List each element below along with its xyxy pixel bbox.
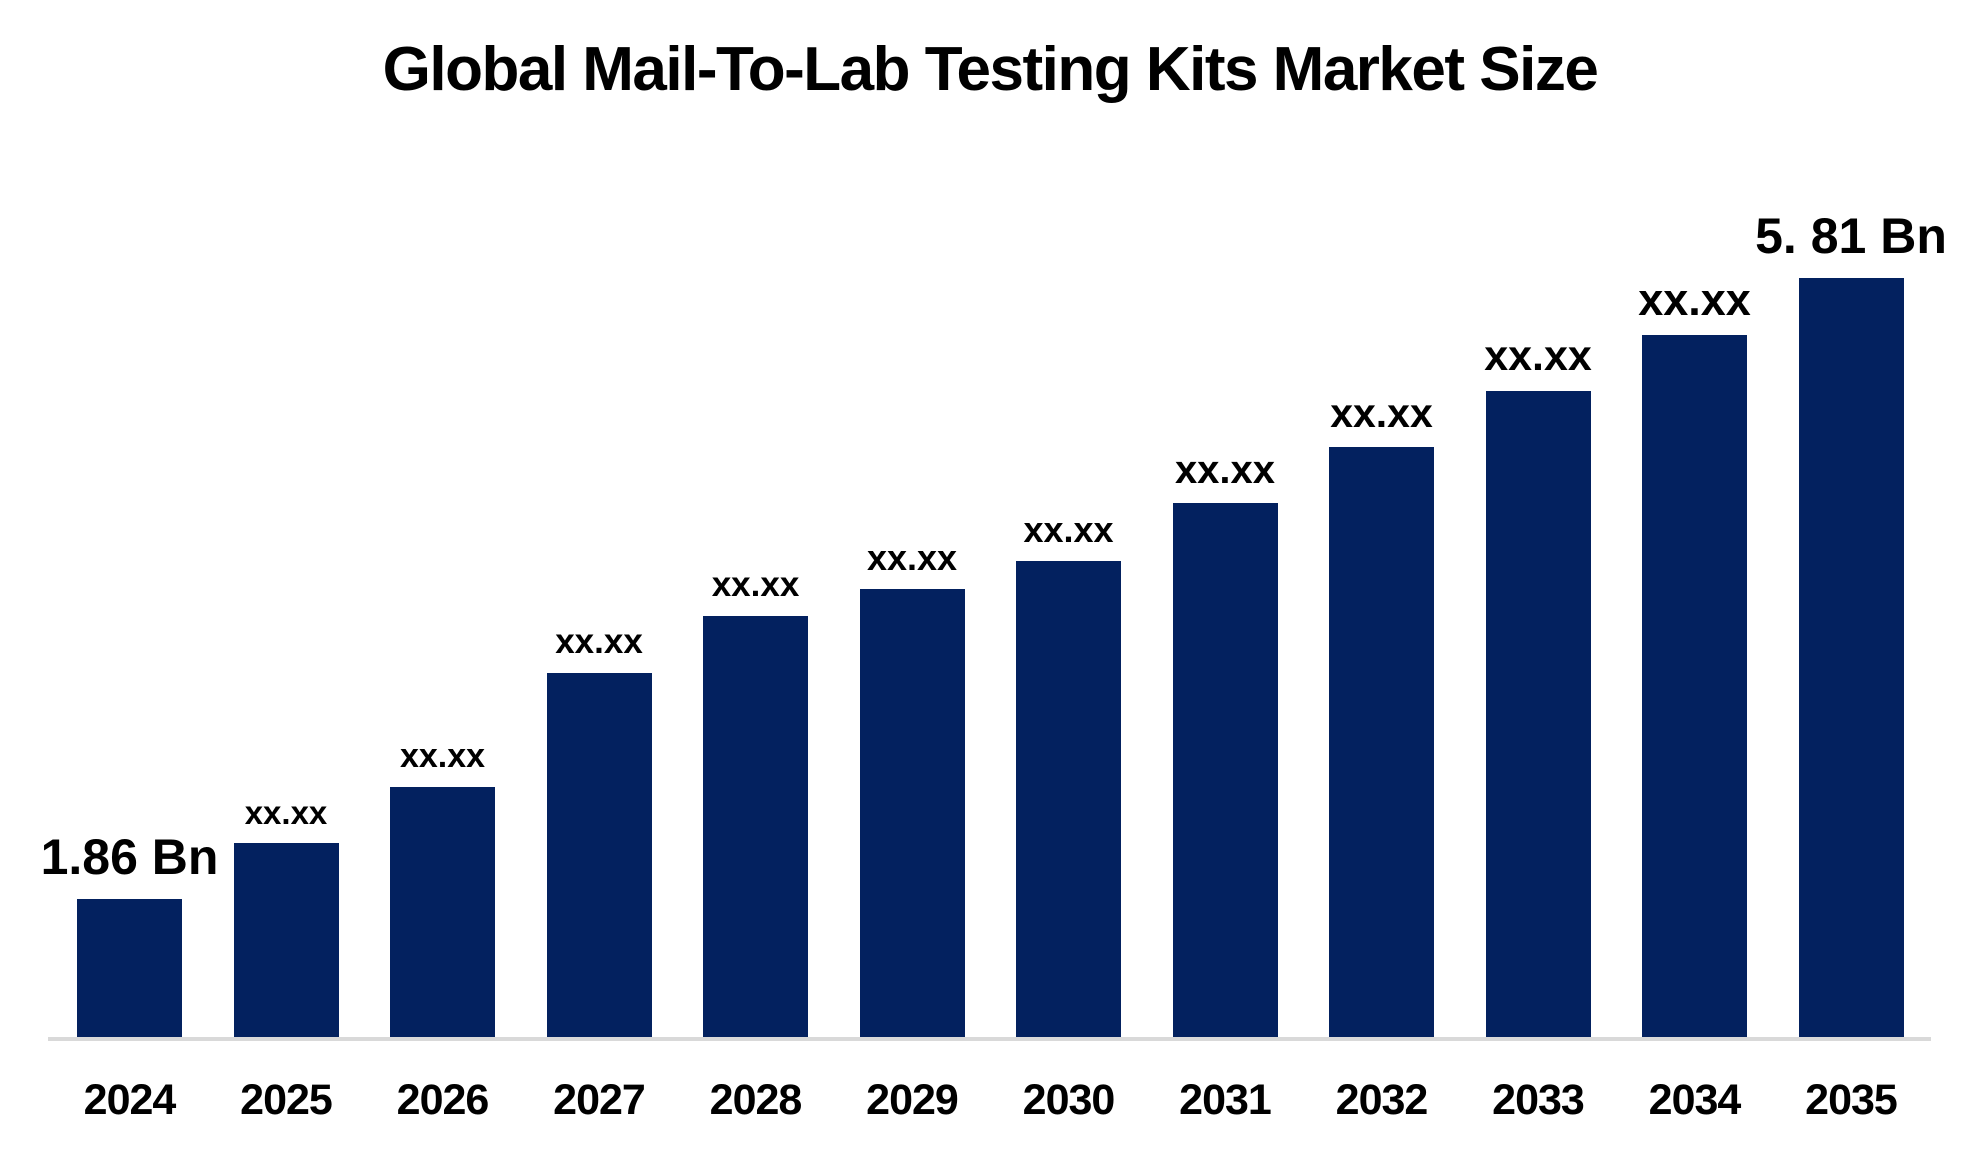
bar-column-2035: 5. 81 Bn (1755, 209, 1947, 1038)
bar-value-label-2034: xx.xx (1638, 273, 1751, 325)
x-axis-line (48, 1037, 1931, 1041)
x-axis-label-2031: 2031 (1179, 1076, 1272, 1124)
bar-value-label-2029: xx.xx (866, 537, 958, 579)
x-axis-label-2030: 2030 (1022, 1076, 1116, 1124)
x-axis-label-2026: 2026 (396, 1076, 490, 1124)
bar-value-label-2026: xx.xx (399, 737, 486, 776)
x-axis-label-2029: 2029 (866, 1076, 959, 1124)
bar-column-2024: 1.86 Bn (41, 830, 218, 1038)
bar-value-label-2032: xx.xx (1330, 389, 1433, 436)
bar-2028 (703, 616, 808, 1038)
x-axis-label-2028: 2028 (709, 1076, 803, 1124)
bar-value-label-2028: xx.xx (711, 565, 800, 605)
bar-2029 (859, 589, 965, 1038)
bar-2032 (1329, 447, 1434, 1038)
bar-column-2032: xx.xx (1329, 389, 1434, 1038)
bar-2033 (1485, 391, 1591, 1038)
bar-column-2031: xx.xx (1172, 448, 1278, 1038)
bar-column-2025: xx.xx (233, 794, 339, 1038)
x-axis-label-2035: 2035 (1805, 1076, 1898, 1124)
bar-value-label-2031: xx.xx (1174, 448, 1276, 492)
bar-column-2027: xx.xx (546, 622, 652, 1038)
bar-value-label-2027: xx.xx (555, 622, 643, 662)
plot-area: 1.86 Bn xx.xx xx.xx xx.xx xx.xx xx.xx xx.xx xx.… (41, 118, 1947, 1038)
bar-2027 (546, 673, 652, 1038)
bar-2026 (390, 787, 495, 1038)
bar-2024 (77, 899, 182, 1038)
bar-column-2034: xx.xx (1638, 275, 1751, 1038)
bar-column-2033: xx.xx (1484, 331, 1592, 1038)
bar-value-label-2025: xx.xx (244, 794, 328, 832)
x-axis-label-2033: 2033 (1492, 1076, 1585, 1124)
bar-value-label-2024: 1.86 Bn (40, 828, 219, 885)
bar-2030 (1016, 561, 1121, 1038)
bar-2025 (233, 843, 339, 1038)
bar-value-label-2033: xx.xx (1484, 331, 1592, 380)
bar-2035 (1798, 278, 1904, 1038)
bar-value-label-2030: xx.xx (1023, 509, 1114, 551)
x-axis-label-2034: 2034 (1648, 1076, 1742, 1124)
bar-column-2029: xx.xx (859, 537, 965, 1038)
bar-column-2026: xx.xx (390, 739, 495, 1038)
bar-column-2030: xx.xx (1016, 511, 1121, 1038)
bar-2031 (1172, 503, 1278, 1038)
x-axis-label-2025: 2025 (240, 1076, 333, 1124)
x-axis-label-2032: 2032 (1335, 1076, 1429, 1124)
x-axis-label-2027: 2027 (553, 1076, 646, 1124)
chart-title: Global Mail-To-Lab Testing Kits Market S… (382, 35, 1599, 104)
bar-2034 (1642, 335, 1747, 1038)
bar-value-label-2035: 5. 81 Bn (1755, 207, 1947, 264)
bar-column-2028: xx.xx (703, 565, 808, 1038)
x-axis-label-2024: 2024 (83, 1076, 177, 1124)
